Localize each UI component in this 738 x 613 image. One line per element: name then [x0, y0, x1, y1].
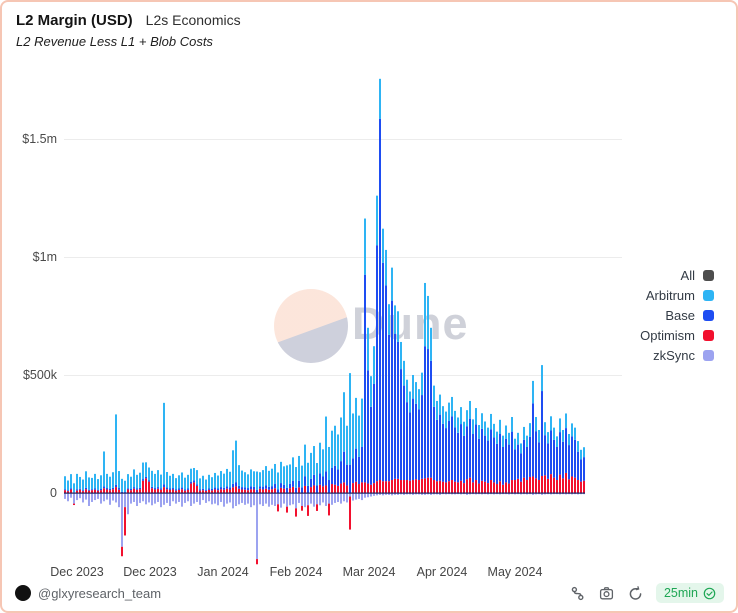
refresh-age-badge[interactable]: 25min	[655, 583, 724, 603]
legend-item-optimism[interactable]: Optimism	[640, 325, 714, 345]
dune-logo-watermark	[274, 289, 348, 363]
team-handle-link[interactable]: @glxyresearch_team	[38, 585, 162, 601]
team-avatar[interactable]	[15, 585, 31, 601]
x-tick: Apr 2024	[416, 565, 468, 579]
legend-item-arbitrum[interactable]: Arbitrum	[640, 285, 714, 305]
x-tick: Dec 2023	[50, 565, 104, 579]
y-tick-zero: 0	[50, 486, 57, 500]
chart-region: $1.5m $1m $500k 0 Dune Dec 2023 Dec 2023…	[2, 62, 736, 586]
y-tick-1500k: $1.5m	[22, 132, 57, 146]
legend-item-all[interactable]: All	[640, 265, 714, 285]
chart-header: L2 Margin (USD) L2s Economics L2 Revenue…	[16, 12, 722, 49]
dashboard-link[interactable]: L2s Economics	[145, 12, 241, 28]
y-tick-1000k: $1m	[32, 250, 57, 264]
dune-watermark-text: Dune	[352, 298, 469, 349]
fork-icon[interactable]	[570, 585, 586, 601]
legend: All Arbitrum Base Optimism zkSync	[640, 265, 714, 365]
x-axis-labels: Dec 2023 Dec 2023 Jan 2024 Feb 2024 Mar …	[2, 565, 736, 581]
refresh-age-label: 25min	[663, 586, 698, 600]
legend-swatch-zksync	[703, 349, 714, 361]
x-tick: Mar 2024	[342, 565, 396, 579]
chart-title: L2 Margin (USD)	[16, 12, 133, 29]
check-circle-icon	[703, 587, 716, 599]
x-tick: Dec 2023	[123, 565, 177, 579]
legend-item-base[interactable]: Base	[640, 305, 714, 325]
footer-bar: @glxyresearch_team 25min	[15, 582, 724, 604]
legend-item-zksync[interactable]: zkSync	[640, 345, 714, 365]
chart-canvas[interactable]	[64, 73, 622, 565]
legend-swatch-base	[703, 309, 714, 321]
x-tick: May 2024	[487, 565, 543, 579]
legend-swatch-optimism	[703, 329, 714, 341]
camera-icon[interactable]	[599, 585, 615, 601]
x-tick: Feb 2024	[269, 565, 323, 579]
chart-subtitle: L2 Revenue Less L1 + Blob Costs	[16, 34, 213, 49]
x-tick: Jan 2024	[197, 565, 249, 579]
refresh-icon[interactable]	[628, 585, 644, 601]
legend-swatch-all	[703, 269, 714, 281]
legend-swatch-arbitrum	[703, 289, 714, 301]
y-tick-500k: $500k	[22, 368, 57, 382]
